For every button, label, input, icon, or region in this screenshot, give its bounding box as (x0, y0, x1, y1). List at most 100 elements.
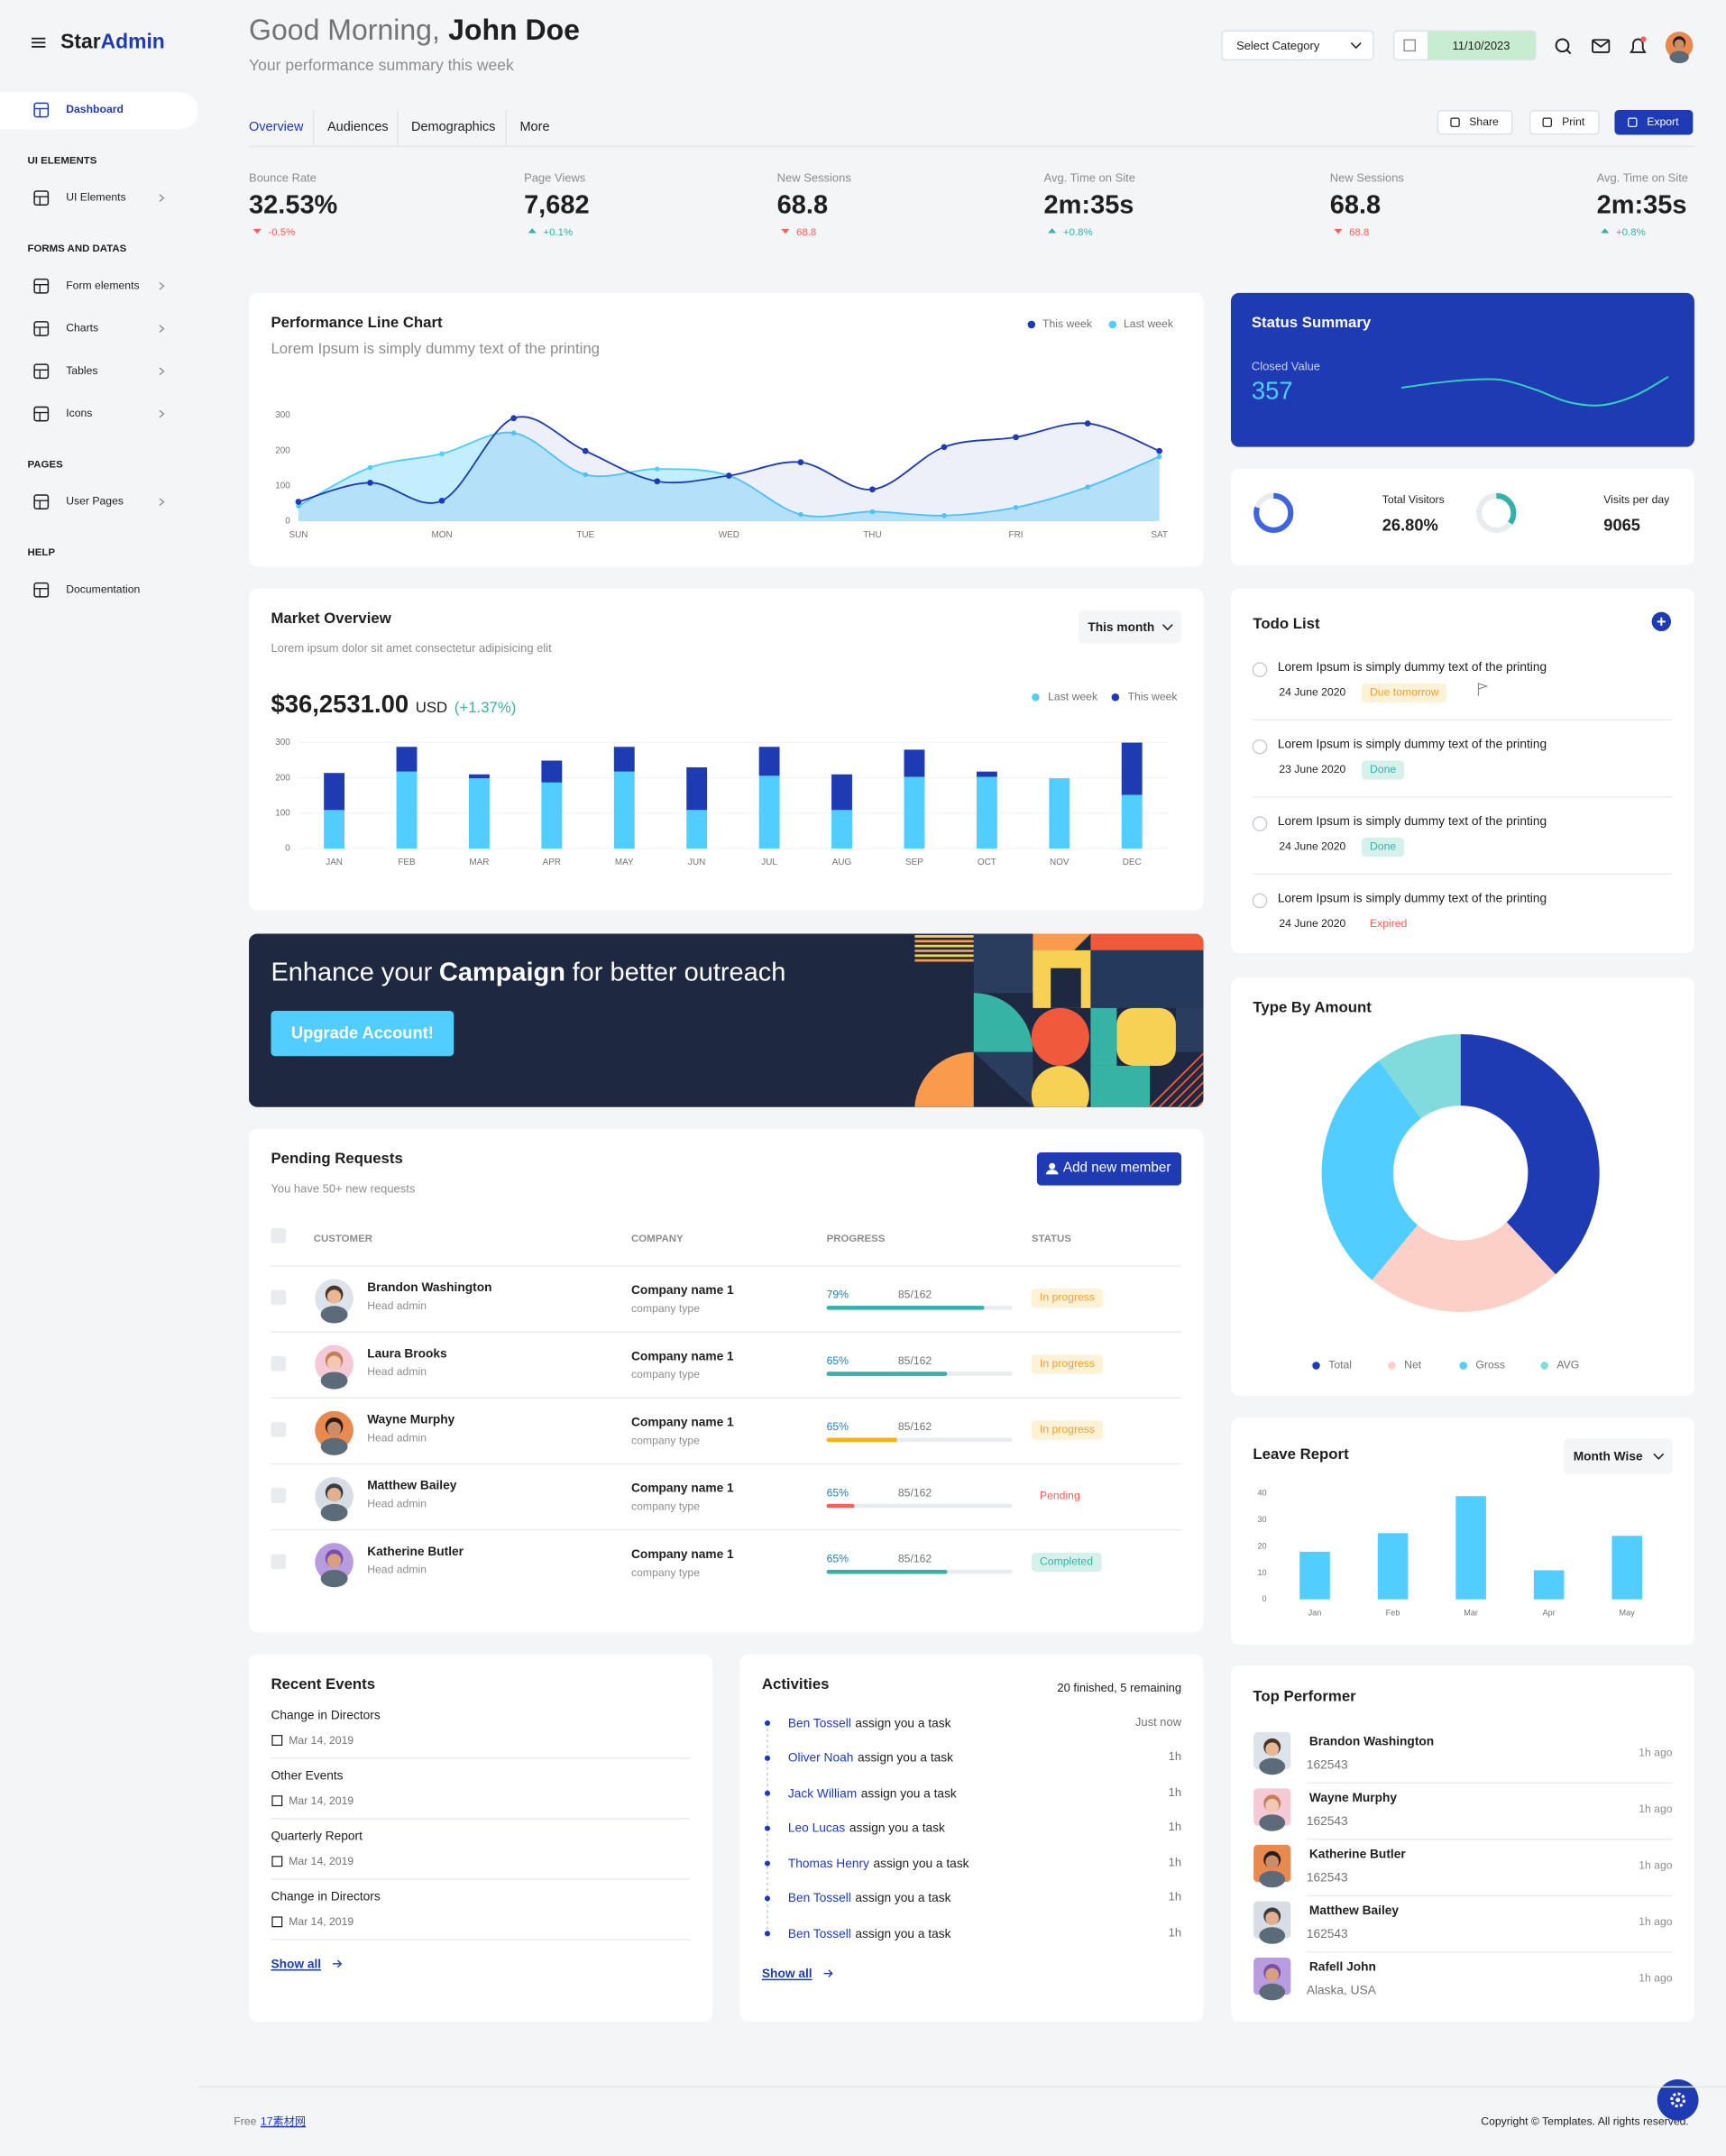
company-name: Company name 1 (631, 1282, 734, 1297)
tab[interactable]: Audiences (326, 120, 389, 135)
activity-user[interactable]: Ben Tossell (787, 1925, 851, 1940)
todo-badge: Done (1361, 760, 1405, 780)
activity-time: 1h (1168, 1820, 1182, 1834)
period-dropdown[interactable]: This month (1078, 610, 1182, 644)
stat-value: 2m:35s (1596, 190, 1687, 220)
nav-item[interactable]: Tables (66, 364, 98, 378)
activity-action: assign you a task (860, 1785, 957, 1800)
checkbox[interactable] (271, 1554, 287, 1570)
checkbox[interactable] (271, 1289, 287, 1306)
card-title: Status Summary (1251, 315, 1372, 333)
activity-user[interactable]: Ben Tossell (787, 1891, 851, 1905)
footer-left: Free 17素材网 (234, 2115, 306, 2129)
legend-label: This week (1042, 317, 1092, 331)
stat-arrow (252, 228, 262, 234)
show-all-link[interactable]: Show all (761, 1966, 813, 1980)
nav-item[interactable]: User Pages (66, 495, 124, 509)
nav-item[interactable]: Form elements (66, 279, 140, 292)
performer-time: 1h ago (1639, 1859, 1673, 1872)
progress-count: 85/162 (897, 1289, 932, 1302)
progress-count: 85/162 (897, 1420, 932, 1434)
nav-item[interactable]: Icons (66, 407, 93, 420)
nav-heading: FORMS AND DATAS (27, 241, 127, 254)
legend-label: AVG (1556, 1359, 1580, 1372)
company-type: company type (631, 1500, 700, 1513)
progress-percent: 65% (826, 1486, 849, 1500)
visitors-card (1230, 469, 1694, 565)
card-subtitle: Lorem ipsum dolor sit amet consectetur a… (271, 640, 552, 655)
currency: USD (415, 700, 448, 717)
stat-value: 68.8 (776, 190, 829, 220)
event-title: Other Events (271, 1767, 344, 1782)
customer-role: Head admin (367, 1431, 427, 1445)
bell-icon (1630, 38, 1647, 53)
tab[interactable]: Demographics (411, 120, 496, 135)
activity-time: 1h (1168, 1890, 1182, 1904)
todo-date: 24 June 2020 (1279, 916, 1346, 930)
greeting-text: Good Morning, (249, 14, 440, 47)
stat-arrow (528, 228, 537, 234)
performer-card (1230, 1665, 1694, 2022)
visitors-label: Visits per day (1603, 493, 1670, 507)
performer-time: 1h ago (1639, 1972, 1673, 1986)
activity-user[interactable]: Ben Tossell (787, 1715, 851, 1729)
nav-item[interactable]: Dashboard (66, 103, 124, 116)
action-button[interactable]: Export (1614, 110, 1694, 135)
checkbox[interactable] (271, 1421, 287, 1437)
chevron (159, 367, 165, 376)
action-button[interactable]: Share (1437, 110, 1513, 135)
activity-user[interactable]: Thomas Henry (787, 1856, 869, 1870)
chevron (159, 325, 165, 333)
nav-heading: HELP (27, 545, 56, 558)
legend-label: Gross (1475, 1359, 1505, 1372)
checkbox[interactable] (271, 1488, 287, 1503)
stat-value: 68.8 (1329, 190, 1382, 220)
performer-detail: Alaska, USA (1306, 1982, 1376, 1996)
company-type: company type (631, 1434, 700, 1447)
brand-part: Star (60, 30, 101, 54)
pending-card (249, 1129, 1204, 1633)
activity-time: Just now (1134, 1714, 1182, 1729)
settings-button[interactable] (1657, 2078, 1699, 2121)
activity-action: assign you a task (873, 1856, 969, 1870)
status-badge: Completed (1031, 1552, 1102, 1573)
performer-detail: 162543 (1306, 1926, 1348, 1940)
performance-card (249, 292, 1204, 567)
todo-text: Lorem Ipsum is simply dummy text of the … (1277, 890, 1547, 904)
nav-active-bg (0, 91, 198, 129)
nav-item[interactable]: Charts (66, 322, 99, 335)
activity-time: 1h (1168, 1924, 1182, 1940)
customer-role: Head admin (367, 1299, 427, 1313)
company-name: Company name 1 (631, 1480, 734, 1495)
activity-user[interactable]: Jack William (787, 1785, 858, 1800)
tab[interactable]: More (519, 120, 550, 135)
progress-count: 85/162 (897, 1354, 932, 1368)
nav-item[interactable]: Documentation (66, 583, 141, 596)
avatar-body (1669, 50, 1689, 64)
checkbox[interactable] (271, 1355, 287, 1372)
footer-link[interactable]: 17素材网 (260, 2115, 307, 2128)
activity-user[interactable]: Oliver Noah (787, 1750, 854, 1765)
performer-detail: 162543 (1306, 1869, 1348, 1884)
tab[interactable]: Overview (249, 120, 304, 135)
column-header: STATUS (1031, 1231, 1071, 1244)
upgrade-button[interactable]: Upgrade Account! (271, 1010, 454, 1057)
bell-badge (1640, 36, 1647, 42)
nav-icon (33, 582, 50, 598)
progress-count: 85/162 (897, 1553, 932, 1565)
period-dropdown[interactable]: Month Wise (1564, 1438, 1673, 1474)
show-all-link[interactable]: Show all (271, 1956, 322, 1970)
action-button[interactable]: Print (1529, 110, 1600, 135)
stat-change: +0.8% (1615, 225, 1646, 238)
activity-user[interactable]: Leo Lucas (787, 1821, 846, 1835)
visitors-value: 9065 (1603, 515, 1640, 535)
checkbox[interactable] (271, 1227, 287, 1243)
customer-name: Katherine Butler (367, 1544, 464, 1558)
stat-change: 68.8 (796, 225, 817, 238)
add-todo-button[interactable] (1651, 611, 1671, 632)
add-member-button[interactable]: Add new member (1036, 1152, 1182, 1186)
nav-heading: UI ELEMENTS (27, 153, 97, 166)
nav-item[interactable]: UI Elements (66, 191, 126, 205)
category-select[interactable]: Select Category (1221, 30, 1374, 61)
card-title: Top Performer (1253, 1689, 1356, 1706)
